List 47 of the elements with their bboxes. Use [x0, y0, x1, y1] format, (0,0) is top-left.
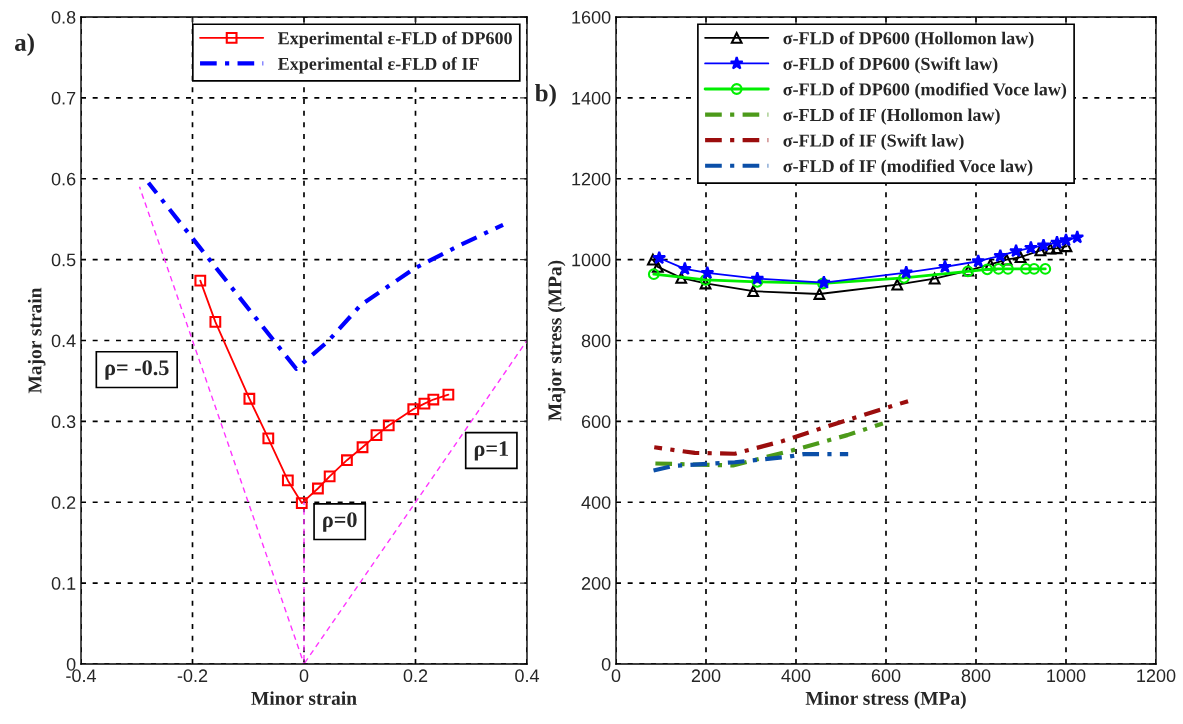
- y-tick-label: 1400: [572, 91, 611, 105]
- text: a): [15, 33, 34, 56]
- text: b): [535, 84, 556, 107]
- x-tick-label: 600: [871, 669, 901, 683]
- legend-label: Experimental ε-FLD of IF: [277, 57, 479, 74]
- y-tick-label: 0.2: [51, 496, 76, 509]
- x-tick-label: 0: [299, 669, 309, 683]
- y-axis-title: Major strain: [27, 287, 46, 394]
- y-tick-label: 0.6: [51, 172, 76, 186]
- x-tick-label: 200: [691, 669, 721, 683]
- legend-label: Experimental ε-FLD of DP600: [277, 31, 512, 48]
- y-axis-title: Major stress (MPa): [547, 260, 566, 421]
- y-tick-label: 800: [581, 334, 611, 348]
- legend-label: σ-FLD of IF (Swift law): [783, 133, 964, 151]
- x-tick-label: 400: [781, 669, 811, 683]
- y-tick-label: 400: [581, 496, 611, 509]
- legend-label: σ-FLD of IF (Hollomon law): [783, 108, 1000, 125]
- y-tick-label: 0.7: [51, 91, 76, 105]
- x-tick-label: -0.2: [177, 669, 208, 683]
- x-tick-label: 0.2: [403, 669, 428, 683]
- y-tick-label: 600: [581, 415, 611, 429]
- y-tick-label: 0.5: [51, 253, 76, 267]
- x-tick-label: 0.4: [515, 669, 540, 683]
- x-tick-label: 800: [961, 669, 991, 683]
- annotation: ρ=0: [323, 512, 357, 532]
- legend-label: σ-FLD of DP600 (Hollomon law): [783, 31, 1034, 48]
- legend-label: σ-FLD of DP600 (Swift law): [783, 57, 998, 74]
- y-tick-label: 1600: [572, 10, 611, 24]
- x-tick-label: 1200: [1137, 669, 1176, 683]
- y-tick-label: 1000: [572, 253, 611, 267]
- x-tick-label: -0.4: [66, 669, 97, 683]
- y-tick-label: 1200: [572, 172, 611, 186]
- y-tick-label: 0: [601, 657, 611, 671]
- y-tick-label: 0.8: [51, 10, 76, 24]
- annotation: ρ=1: [474, 441, 508, 461]
- y-tick-label: 0.3: [51, 415, 76, 429]
- y-tick-label: 200: [581, 577, 611, 590]
- x-tick-label: 1000: [1047, 669, 1086, 683]
- y-tick-label: 0: [66, 657, 76, 671]
- legend-label: σ-FLD of IF (modified Voce law): [783, 159, 1033, 176]
- legend-label: σ-FLD of DP600 (modified Voce law): [783, 82, 1067, 100]
- y-tick-label: 0.1: [51, 577, 76, 590]
- annotation: ρ= -0.5: [105, 360, 169, 380]
- y-tick-label: 0.4: [51, 334, 76, 348]
- x-axis-title: Minor strain: [251, 691, 357, 705]
- x-tick-label: 0: [611, 669, 621, 683]
- x-axis-title: Minor stress (MPa): [805, 691, 966, 709]
